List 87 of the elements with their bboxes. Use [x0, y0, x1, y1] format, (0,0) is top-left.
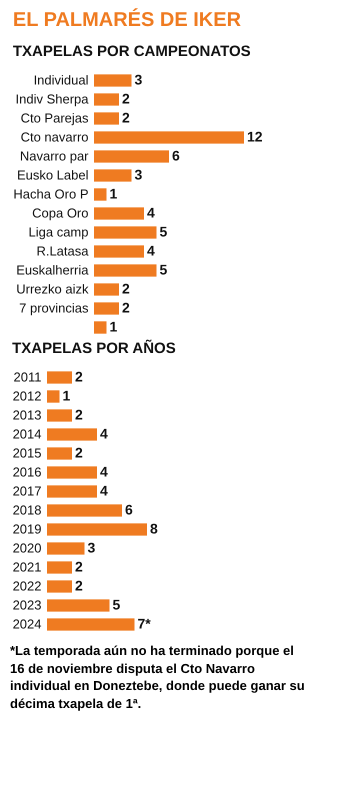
bar: [47, 485, 97, 498]
y-tick-label: 2018: [12, 502, 42, 518]
data-label: 2: [75, 406, 83, 422]
data-label: 6: [125, 502, 133, 518]
bar: [94, 93, 119, 106]
y-tick-label: Copa Oro: [32, 206, 88, 220]
bar: [94, 226, 156, 239]
y-tick-label: 7 provincias: [19, 300, 89, 316]
data-label: 2: [75, 578, 83, 594]
chart-title: TXAPELAS POR AÑOS: [12, 339, 176, 357]
y-tick-label: 2021: [12, 560, 42, 574]
bar: [94, 245, 144, 258]
bar: [47, 390, 60, 403]
data-label: 4: [100, 426, 108, 442]
data-label: 4: [100, 464, 108, 480]
bar: [47, 428, 97, 441]
bar: [47, 599, 110, 612]
y-tick-label: 2016: [12, 464, 42, 480]
bar: [94, 321, 106, 334]
data-label: 2: [122, 300, 130, 316]
data-label: 5: [160, 224, 168, 240]
y-tick-label: 2022: [12, 578, 42, 594]
bar: [47, 542, 84, 555]
y-tick-label: Liga camp: [28, 224, 88, 240]
bar: [47, 371, 72, 384]
y-tick-label: 2013: [12, 408, 42, 422]
bar: [47, 504, 122, 517]
bar: [94, 188, 106, 201]
y-tick-label: Cto Parejas: [20, 110, 89, 126]
data-label: 3: [134, 72, 142, 88]
data-label: 2: [75, 444, 83, 460]
text: *La temporada aún no ha terminado porque el 16 de noviembre disputa el Cto Navarro individual en Doneztebe, donde puede ganar su décima txapela de 1ª.: [10, 642, 306, 712]
data-label: 5: [112, 596, 120, 612]
bar: [94, 207, 144, 220]
y-tick-label: Hacha Oro P: [13, 186, 88, 202]
y-tick-label: R.Latasa: [36, 244, 90, 258]
bar: [94, 283, 119, 296]
bar: [47, 618, 134, 631]
data-label: 3: [88, 540, 96, 556]
y-tick-label: 2019: [12, 522, 42, 536]
data-label: 8: [150, 520, 158, 536]
bar: [94, 74, 132, 87]
y-tick-label: 2020: [12, 540, 42, 556]
data-label: 4: [147, 242, 155, 258]
data-label: 2: [122, 280, 130, 296]
y-tick-label: 2017: [12, 484, 42, 498]
bar: [47, 409, 72, 422]
bar: [94, 112, 119, 125]
bar: [94, 302, 119, 315]
data-label: 2: [75, 558, 83, 574]
bar: [47, 561, 72, 574]
data-label: 6: [172, 148, 180, 164]
bar: [94, 264, 156, 277]
y-tick-label: Urrezko aizk: [16, 282, 89, 296]
data-label: 7*: [138, 616, 152, 632]
y-tick-label: 2023: [12, 598, 42, 612]
bar: [94, 131, 244, 144]
data-label: 1: [110, 186, 118, 202]
bar: [47, 447, 72, 460]
y-tick-label: Navarro par: [20, 148, 90, 164]
data-label: 1: [62, 388, 70, 404]
bar: [47, 580, 72, 593]
y-tick-label: Individual: [34, 72, 89, 88]
bar: [47, 523, 147, 536]
bar: [94, 150, 169, 163]
y-tick-label: Eusko Label: [16, 168, 89, 182]
y-tick-label: 2024: [12, 616, 42, 632]
y-tick-label: Cto navarro: [20, 130, 88, 144]
data-label: 4: [100, 482, 108, 498]
y-tick-label: 2015: [12, 446, 42, 460]
data-label: 1: [110, 318, 118, 334]
bar: [47, 466, 97, 479]
chart-title: EL PALMARÉS DE IKER: [12, 8, 242, 31]
bar: [94, 169, 132, 182]
data-label: 2: [122, 110, 130, 126]
data-label: 3: [134, 166, 142, 182]
chart-subtitle: TXAPELAS POR CAMPEONATOS: [12, 43, 251, 60]
data-label: 5: [160, 262, 168, 278]
y-tick-label: 2014: [12, 426, 42, 442]
data-label: 12: [247, 128, 263, 144]
y-tick-label: Indiv Sherpa: [16, 92, 90, 106]
y-tick-label: Euskalherria: [16, 262, 90, 278]
y-tick-label: 2012: [12, 388, 42, 404]
data-label: 4: [147, 204, 155, 220]
y-tick-label: 2011: [14, 370, 42, 384]
data-label: 2: [75, 368, 83, 384]
data-label: 2: [122, 90, 130, 106]
